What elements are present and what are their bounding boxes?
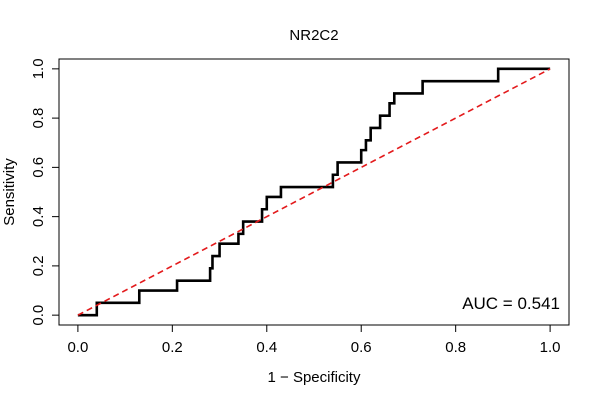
y-tick-label: 0.2 [30, 255, 47, 276]
plot-frame [58, 58, 570, 326]
y-tick-label: 0.4 [30, 206, 47, 227]
x-tick-label: 0.2 [162, 339, 183, 356]
x-tick-label: 0.6 [351, 339, 372, 356]
x-tick-label: 1.0 [540, 339, 561, 356]
y-tick-label: 1.0 [30, 58, 47, 79]
y-axis-title: Sensitivity [1, 158, 18, 226]
reference-diagonal-line [77, 68, 551, 316]
x-tick-label: 0.4 [256, 339, 277, 356]
auc-annotation: AUC = 0.541 [462, 294, 560, 313]
x-axis-title: 1 − Specificity [268, 369, 361, 386]
chart-title: NR2C2 [289, 27, 338, 44]
x-tick-label: 0.8 [445, 339, 466, 356]
y-tick-label: 0.8 [30, 108, 47, 129]
y-tick-label: 0.0 [30, 305, 47, 326]
x-tick-label: 0.0 [67, 339, 88, 356]
roc-curve-line [77, 67, 551, 317]
series-layer [77, 67, 551, 317]
x-axis: 0.0 0.2 0.4 0.6 0.8 1.0 [67, 325, 561, 356]
y-axis: 0.0 0.2 0.4 0.6 0.8 1.0 [30, 58, 59, 326]
y-tick-label: 0.6 [30, 157, 47, 178]
